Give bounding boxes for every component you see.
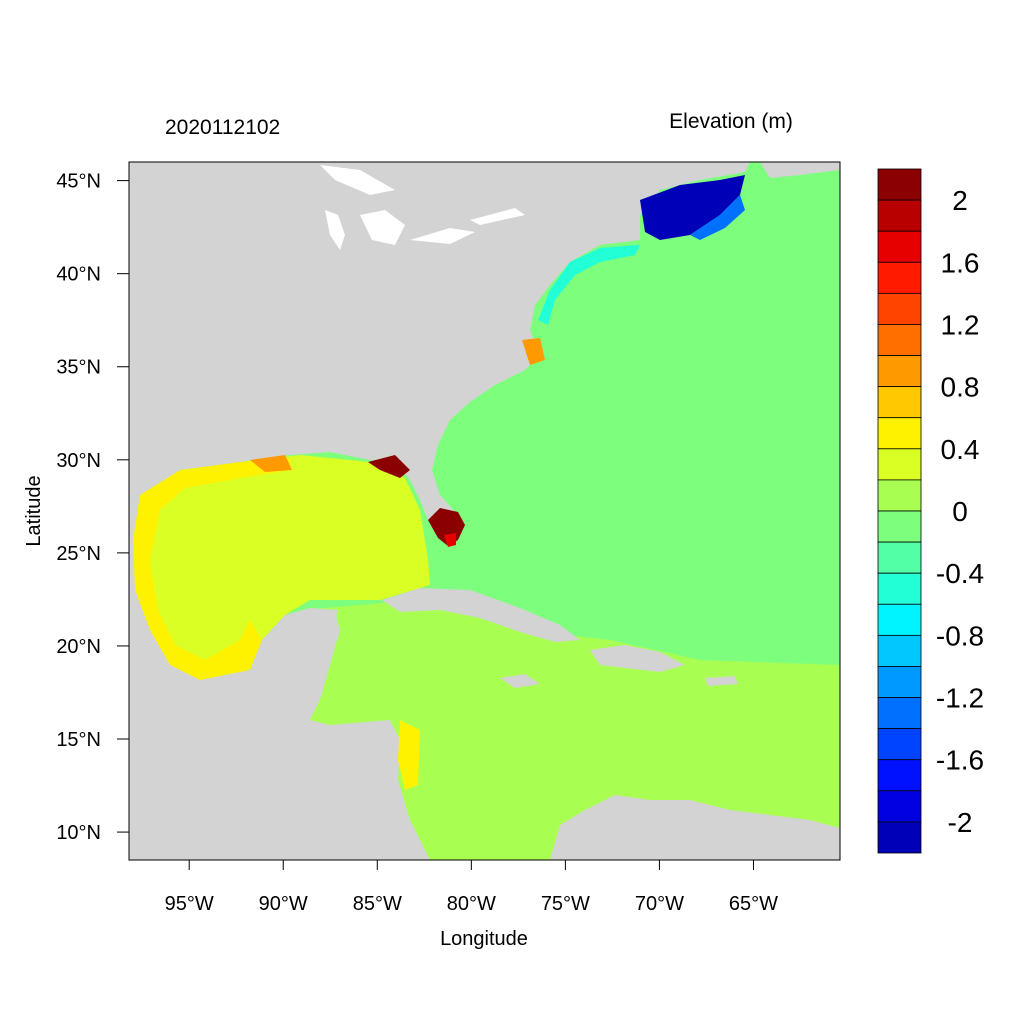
colorbar-swatch <box>877 324 922 356</box>
colorbar-swatch <box>877 168 922 201</box>
x-tick-label: 65°W <box>729 893 778 915</box>
gulf-coastal-band <box>133 458 290 680</box>
colorbar-swatch <box>877 790 922 823</box>
colorbar-swatch <box>877 666 922 698</box>
gulf-of-maine-setdown <box>640 175 745 240</box>
colorbar-title: Elevation (m) <box>669 110 793 133</box>
y-tick-label: 20°N <box>56 636 101 658</box>
colorbar-swatch <box>877 479 922 512</box>
colorbar-swatch <box>877 728 922 761</box>
colorbar-tick-label: 1.6 <box>941 247 980 278</box>
map-frame <box>128 161 841 861</box>
y-axis-ticks: 45°N 40°N 35°N 30°N 25°N 20°N 15°N 10°N <box>56 171 129 844</box>
louisiana-surge <box>250 455 292 472</box>
east-coast-shelf <box>538 245 640 325</box>
colorbar-tick-label: 1.2 <box>941 309 980 340</box>
colorbar-swatch <box>877 199 922 232</box>
colorbar-swatch <box>877 541 922 574</box>
colorbar-swatch <box>877 386 922 419</box>
x-tick-label: 90°W <box>259 893 308 915</box>
timestamp-label: 2020112102 <box>165 116 280 139</box>
x-axis-label: Longitude <box>440 928 528 950</box>
y-axis-label: Latitude <box>23 475 45 546</box>
colorbar-tick-label: 2 <box>952 185 968 216</box>
colorbar-labels: 2 1.6 1.2 0.8 0.4 0 -0.4 -0.8 -1.2 -1.6 -2 <box>936 185 984 838</box>
x-tick-label: 85°W <box>353 893 402 915</box>
colorbar-swatch <box>877 261 922 294</box>
colorbar-swatch <box>877 572 922 605</box>
map-panel <box>128 161 841 861</box>
colorbar-swatch <box>877 355 922 388</box>
north-carolina-surge <box>522 338 545 365</box>
great-lakes <box>320 165 525 250</box>
florida-panhandle-surge <box>368 455 410 478</box>
colorbar-swatch <box>877 697 922 730</box>
y-tick-label: 30°N <box>56 450 101 472</box>
central-america-coastal-band <box>398 720 420 790</box>
y-tick-label: 45°N <box>56 171 101 193</box>
colorbar-swatch <box>877 230 922 263</box>
colorbar-tick-label: 0 <box>952 496 968 527</box>
land-masses <box>129 162 840 860</box>
colorbar-swatch <box>877 634 922 667</box>
y-tick-label: 35°N <box>56 357 101 379</box>
colorbar-tick-label: 0.8 <box>941 372 980 403</box>
colorbar-swatch <box>877 417 922 450</box>
colorbar-tick-label: -1.2 <box>936 683 984 714</box>
gulf-of-maine-edge <box>690 195 745 240</box>
y-tick-label: 15°N <box>56 729 101 751</box>
colorbar-swatch <box>877 821 922 854</box>
colorbar-tick-label: -0.4 <box>936 558 984 589</box>
x-tick-label: 75°W <box>541 893 590 915</box>
y-tick-label: 10°N <box>56 822 101 844</box>
colorbar-swatch <box>877 510 922 543</box>
colorbar-tick-label: -1.6 <box>936 745 984 776</box>
florida-tip-surge <box>444 533 456 547</box>
colorbar-swatch <box>877 448 922 481</box>
colorbar-tick-label: -0.8 <box>936 620 984 651</box>
colorbar-tick-label: 0.4 <box>941 434 980 465</box>
gulf-of-mexico <box>133 455 430 680</box>
x-tick-label: 70°W <box>635 893 684 915</box>
x-axis-ticks: 95°W 90°W 85°W 80°W 75°W 70°W 65°W <box>165 860 778 915</box>
colorbar-swatch <box>877 292 922 325</box>
y-tick-label: 40°N <box>56 264 101 286</box>
colorbar-tick-label: -2 <box>948 807 973 838</box>
x-tick-label: 80°W <box>447 893 496 915</box>
colorbar-swatch <box>877 759 922 792</box>
colorbar <box>877 168 922 854</box>
y-tick-label: 25°N <box>56 543 101 565</box>
x-tick-label: 95°W <box>165 893 214 915</box>
colorbar-swatch <box>877 603 922 636</box>
